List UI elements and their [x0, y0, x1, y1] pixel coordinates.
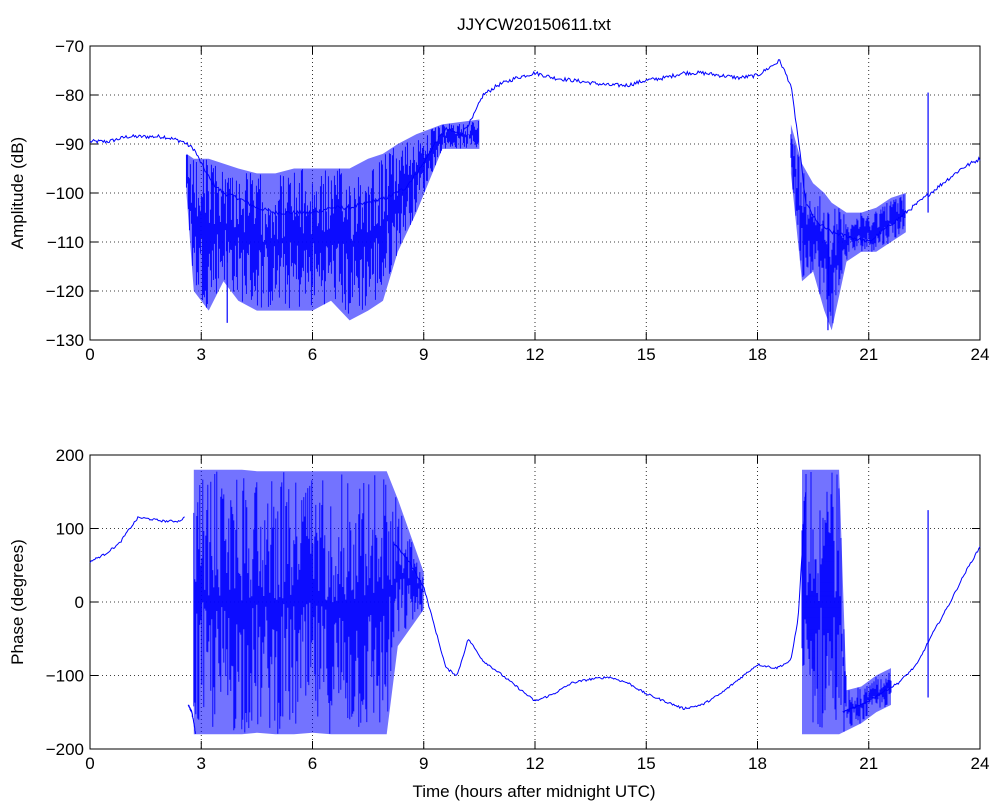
amplitude-ytick-label: −70	[55, 37, 84, 56]
amplitude-ytick-label: −130	[46, 331, 84, 350]
phase-ytick-label: −100	[46, 667, 84, 686]
amplitude-xtick-label: 3	[197, 345, 206, 364]
amplitude-data	[89, 59, 981, 331]
phase-ytick-label: 200	[56, 446, 84, 465]
phase-series-line	[393, 492, 807, 711]
phase-xlabel: Time (hours after midnight UTC)	[412, 782, 655, 801]
amplitude-noise-strokes	[185, 121, 479, 314]
amplitude-xtick-label: 0	[85, 345, 94, 364]
amplitude-noise-strokes	[790, 134, 906, 324]
amplitude-xtick-label: 18	[748, 345, 767, 364]
amplitude-xtick-label: 12	[526, 345, 545, 364]
amplitude-xtick-label: 21	[859, 345, 878, 364]
phase-ticks: 0 3 6 9 12 15 18 21 24 −200 −100 0 100 200	[46, 446, 990, 773]
phase-xtick-label: 12	[526, 754, 545, 773]
phase-xtick-label: 24	[971, 754, 990, 773]
amplitude-ytick-label: −120	[46, 282, 84, 301]
phase-xtick-label: 15	[637, 754, 656, 773]
amplitude-plot: 0 3 6 9 12 15 18 21 24−130−120−110−100−90−80−70 …	[8, 37, 989, 364]
phase-xtick-label: 3	[197, 754, 206, 773]
phase-series-line	[89, 516, 185, 563]
phase-data	[89, 469, 981, 735]
amplitude-ytick-label: −80	[55, 86, 84, 105]
amplitude-ytick-label: −90	[55, 135, 84, 154]
phase-ytick-label: 100	[56, 520, 84, 539]
amplitude-ytick-label: −110	[47, 233, 84, 252]
phase-ytick-label: 0	[75, 593, 84, 612]
amplitude-ytick-label: −100	[46, 184, 84, 203]
phase-xtick-label: 18	[748, 754, 767, 773]
phase-xtick-label: 6	[308, 754, 317, 773]
phase-noise-strokes	[801, 472, 892, 732]
figure-title: JJYCW20150611.txt	[457, 15, 611, 34]
amplitude-ylabel: Amplitude (dB)	[8, 137, 27, 249]
phase-plot: 0 3 6 9 12 15 18 21 24 −200 −100 0 100 200 Phase (deg…	[8, 446, 989, 801]
amplitude-xtick-label: 6	[308, 345, 317, 364]
phase-xtick-label: 9	[419, 754, 428, 773]
phase-xtick-label: 0	[85, 754, 94, 773]
phase-ytick-label: −200	[46, 740, 84, 759]
amplitude-xtick-label: 9	[419, 345, 428, 364]
phase-xtick-label: 21	[859, 754, 878, 773]
phase-ylabel: Phase (degrees)	[8, 539, 27, 665]
phase-noise-strokes	[193, 471, 424, 734]
amplitude-xtick-label: 15	[637, 345, 656, 364]
amplitude-xtick-label: 24	[971, 345, 990, 364]
phase-noise-band	[802, 469, 891, 735]
amplitude-ticks: 0 3 6 9 12 15 18 21 24 −130 −120 −110 −100 −90 −80 −70	[46, 37, 990, 364]
